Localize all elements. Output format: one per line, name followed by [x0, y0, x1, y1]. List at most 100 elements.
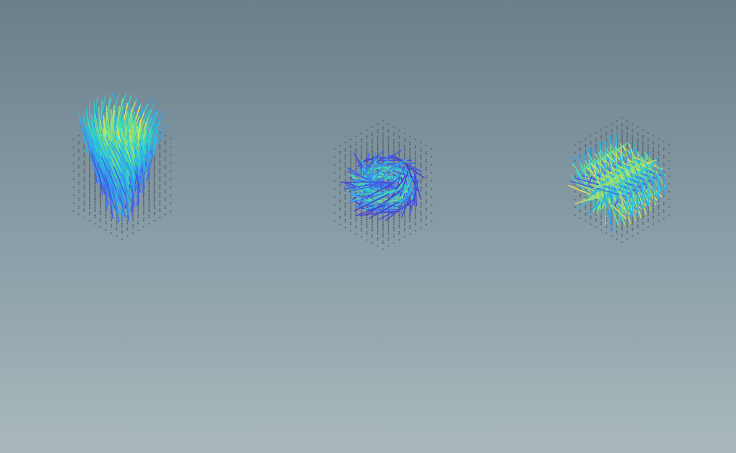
lattice-point [159, 192, 161, 194]
lattice-point [143, 187, 145, 189]
lattice-point [663, 170, 665, 172]
vector-glyph [626, 159, 652, 187]
lattice-point [425, 193, 427, 195]
vector-glyph [124, 186, 130, 222]
lattice-point [611, 141, 613, 143]
lattice-point [350, 221, 352, 224]
lattice-point [393, 138, 395, 141]
lattice-point [333, 188, 336, 190]
lattice-point [616, 134, 618, 136]
lattice-point [387, 123, 390, 125]
lattice-point [611, 209, 613, 211]
lattice-point [631, 150, 634, 153]
lattice-point [642, 143, 644, 145]
lattice-point [595, 208, 597, 210]
lattice-point [377, 226, 379, 229]
lattice-point [350, 161, 352, 163]
vector-glyph [145, 135, 151, 160]
lattice-point [360, 195, 363, 198]
lattice-point [382, 203, 384, 205]
lattice-point [94, 215, 96, 217]
lattice-point [574, 175, 576, 177]
lattice-point [631, 129, 634, 131]
lattice-point [78, 207, 80, 209]
lattice-point [159, 131, 161, 134]
lattice-point [355, 141, 357, 144]
lattice-point [430, 148, 433, 150]
lattice-point [611, 131, 613, 133]
lattice-point [430, 220, 433, 222]
lattice-point [164, 149, 166, 151]
lattice-point [78, 157, 80, 159]
lattice-point [398, 215, 400, 217]
lattice-point [159, 204, 161, 206]
lattice-point [159, 168, 161, 170]
lattice-point [590, 135, 592, 137]
lattice-point [339, 215, 341, 217]
lattice-point [366, 176, 368, 178]
lattice-point [366, 233, 368, 235]
lattice-point [574, 206, 576, 208]
lattice-point [344, 158, 346, 160]
lattice-point [377, 189, 379, 191]
lattice-point [652, 217, 654, 219]
lattice-point [344, 154, 346, 156]
lattice-point [590, 217, 592, 219]
lattice-point [387, 143, 390, 146]
lattice-point [637, 216, 639, 219]
lattice-point [611, 213, 613, 216]
vector-glyph [376, 177, 395, 193]
lattice-point [398, 166, 400, 168]
lattice-point [600, 211, 602, 213]
lattice-point [605, 140, 607, 142]
lattice-point [164, 159, 166, 161]
lattice-point [164, 191, 166, 193]
lattice-point [377, 150, 379, 152]
lattice-point [371, 220, 373, 222]
lattice-point [344, 214, 346, 216]
lattice-point [605, 218, 607, 220]
lattice-point [132, 232, 134, 234]
lattice-point [425, 217, 427, 219]
lattice-point [105, 221, 107, 223]
lattice-point [339, 193, 341, 195]
lattice-point [148, 216, 150, 219]
lattice-point [663, 209, 665, 211]
lattice-point [339, 161, 341, 163]
lattice-point [657, 214, 660, 216]
lattice-point [333, 196, 336, 198]
vector-glyph [141, 156, 145, 181]
vector-glyph [120, 160, 132, 196]
lattice-point [132, 224, 134, 226]
lattice-point [430, 188, 433, 190]
lattice-point [631, 144, 634, 147]
lattice-point [404, 195, 406, 198]
lattice-point [355, 190, 357, 192]
lattice-point [590, 141, 592, 143]
lattice-point [350, 154, 352, 157]
lattice-point [611, 138, 613, 141]
lattice-point [398, 212, 400, 214]
lattice-point [355, 176, 357, 178]
lattice-point [387, 162, 390, 164]
vector-glyphs [340, 149, 425, 221]
lattice-point [377, 164, 379, 166]
lattice-point [121, 232, 123, 234]
lattice-point [611, 217, 613, 219]
lattice-point [647, 150, 649, 152]
lattice-point [387, 150, 390, 152]
lattice-point [637, 224, 639, 226]
lattice-point [339, 199, 341, 201]
lattice-point [344, 220, 346, 222]
lattice-point [344, 212, 346, 214]
lattice-point [414, 153, 417, 155]
lattice-point [89, 161, 91, 163]
lattice-point [574, 152, 576, 154]
vector-glyph [350, 178, 384, 185]
lattice-point [657, 220, 660, 222]
lattice-point [420, 178, 422, 180]
lattice-point [600, 135, 602, 137]
lattice-point [153, 220, 156, 222]
lattice-point [169, 154, 172, 156]
lattice-point [121, 226, 123, 228]
